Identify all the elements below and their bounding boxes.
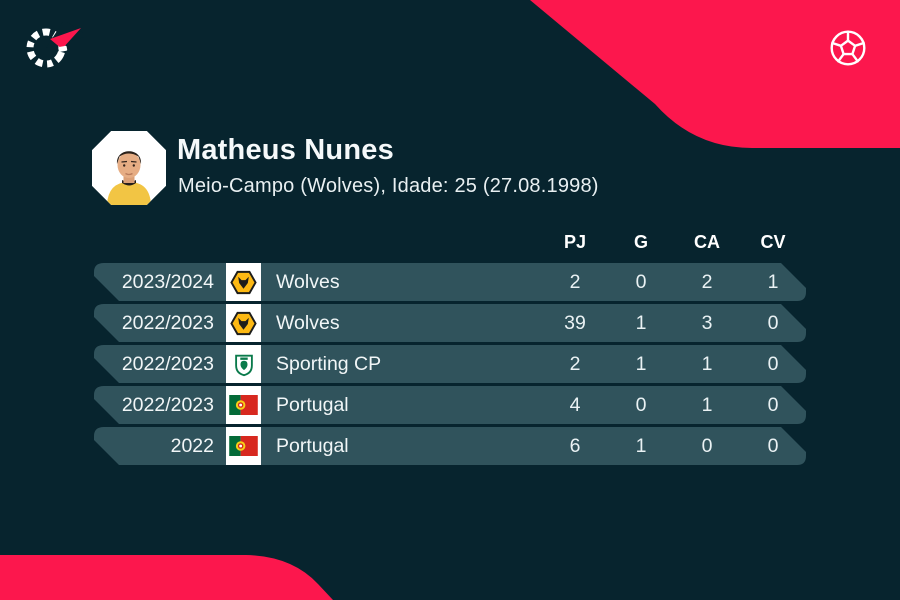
sporting-cp-badge-icon <box>231 351 257 378</box>
table-row: 2022/2023 Portugal 4 0 1 0 <box>94 386 806 424</box>
stat-value: 1 <box>767 270 779 293</box>
stat-value: 1 <box>635 352 647 375</box>
row-stats: 39 1 3 0 <box>542 312 806 335</box>
row-stats: 2 1 1 0 <box>542 353 806 376</box>
stat-value: 3 <box>701 311 713 334</box>
top-right-ribbon <box>530 0 900 148</box>
team-name: Wolves <box>276 270 340 293</box>
stats-header-cells: PJ G CA CV <box>542 230 806 254</box>
stat-value: 1 <box>701 352 713 375</box>
stat-value: 0 <box>635 270 647 293</box>
player-portrait-illustration <box>92 131 166 205</box>
team-badge <box>226 345 261 383</box>
football-icon <box>830 30 866 66</box>
stat-value: 1 <box>635 311 647 334</box>
stat-header-g: G <box>633 232 648 252</box>
stat-value: 6 <box>569 434 581 457</box>
season-cell: 2022 <box>170 434 214 457</box>
team-name: Portugal <box>276 393 349 416</box>
table-row: 2022 Portugal 6 1 0 0 <box>94 427 806 465</box>
team-badge <box>226 386 261 424</box>
stat-header-cv: CV <box>760 232 786 252</box>
player-details: Meio-Campo (Wolves), Idade: 25 (27.08.19… <box>178 175 599 197</box>
stats-table-header: PJ G CA CV <box>94 230 806 254</box>
season-cell: 2023/2024 <box>121 270 214 293</box>
player-name: Matheus Nunes <box>177 134 394 166</box>
stat-value: 0 <box>701 434 713 457</box>
stat-header-pj: PJ <box>563 232 587 252</box>
stat-value: 0 <box>767 352 779 375</box>
wolves-badge-icon <box>230 269 257 296</box>
team-name: Wolves <box>276 311 340 334</box>
stat-value: 2 <box>569 270 581 293</box>
season-cell: 2022/2023 <box>121 393 214 416</box>
team-badge <box>226 304 261 342</box>
team-name: Portugal <box>276 434 349 457</box>
portugal-flag-icon <box>229 436 258 456</box>
stat-value: 1 <box>701 393 713 416</box>
team-badge <box>226 263 261 301</box>
stat-value: 0 <box>635 393 647 416</box>
team-name: Sporting CP <box>276 352 382 375</box>
bottom-left-ribbon <box>0 555 333 600</box>
stat-value: 2 <box>569 352 581 375</box>
stat-value: 1 <box>635 434 647 457</box>
row-stats: 4 0 1 0 <box>542 394 806 417</box>
stat-value: 0 <box>767 311 779 334</box>
stat-header-ca: CA <box>694 232 720 252</box>
portugal-flag-icon <box>229 395 258 415</box>
stat-value: 0 <box>767 393 779 416</box>
stat-value: 2 <box>701 270 713 293</box>
player-photo <box>92 131 166 205</box>
season-cell: 2022/2023 <box>121 311 214 334</box>
season-cell: 2022/2023 <box>121 352 214 375</box>
table-row: 2022/2023 Sporting CP 2 1 1 0 <box>94 345 806 383</box>
table-row: 2022/2023 Wolves 39 1 3 0 <box>94 304 806 342</box>
team-badge <box>226 427 261 465</box>
stat-value: 0 <box>767 434 779 457</box>
wolves-badge-icon <box>230 310 257 337</box>
flashscore-logo-icon <box>26 22 84 68</box>
row-stats: 6 1 0 0 <box>542 435 806 458</box>
stat-value: 39 <box>564 311 586 334</box>
stat-value: 4 <box>569 393 581 416</box>
